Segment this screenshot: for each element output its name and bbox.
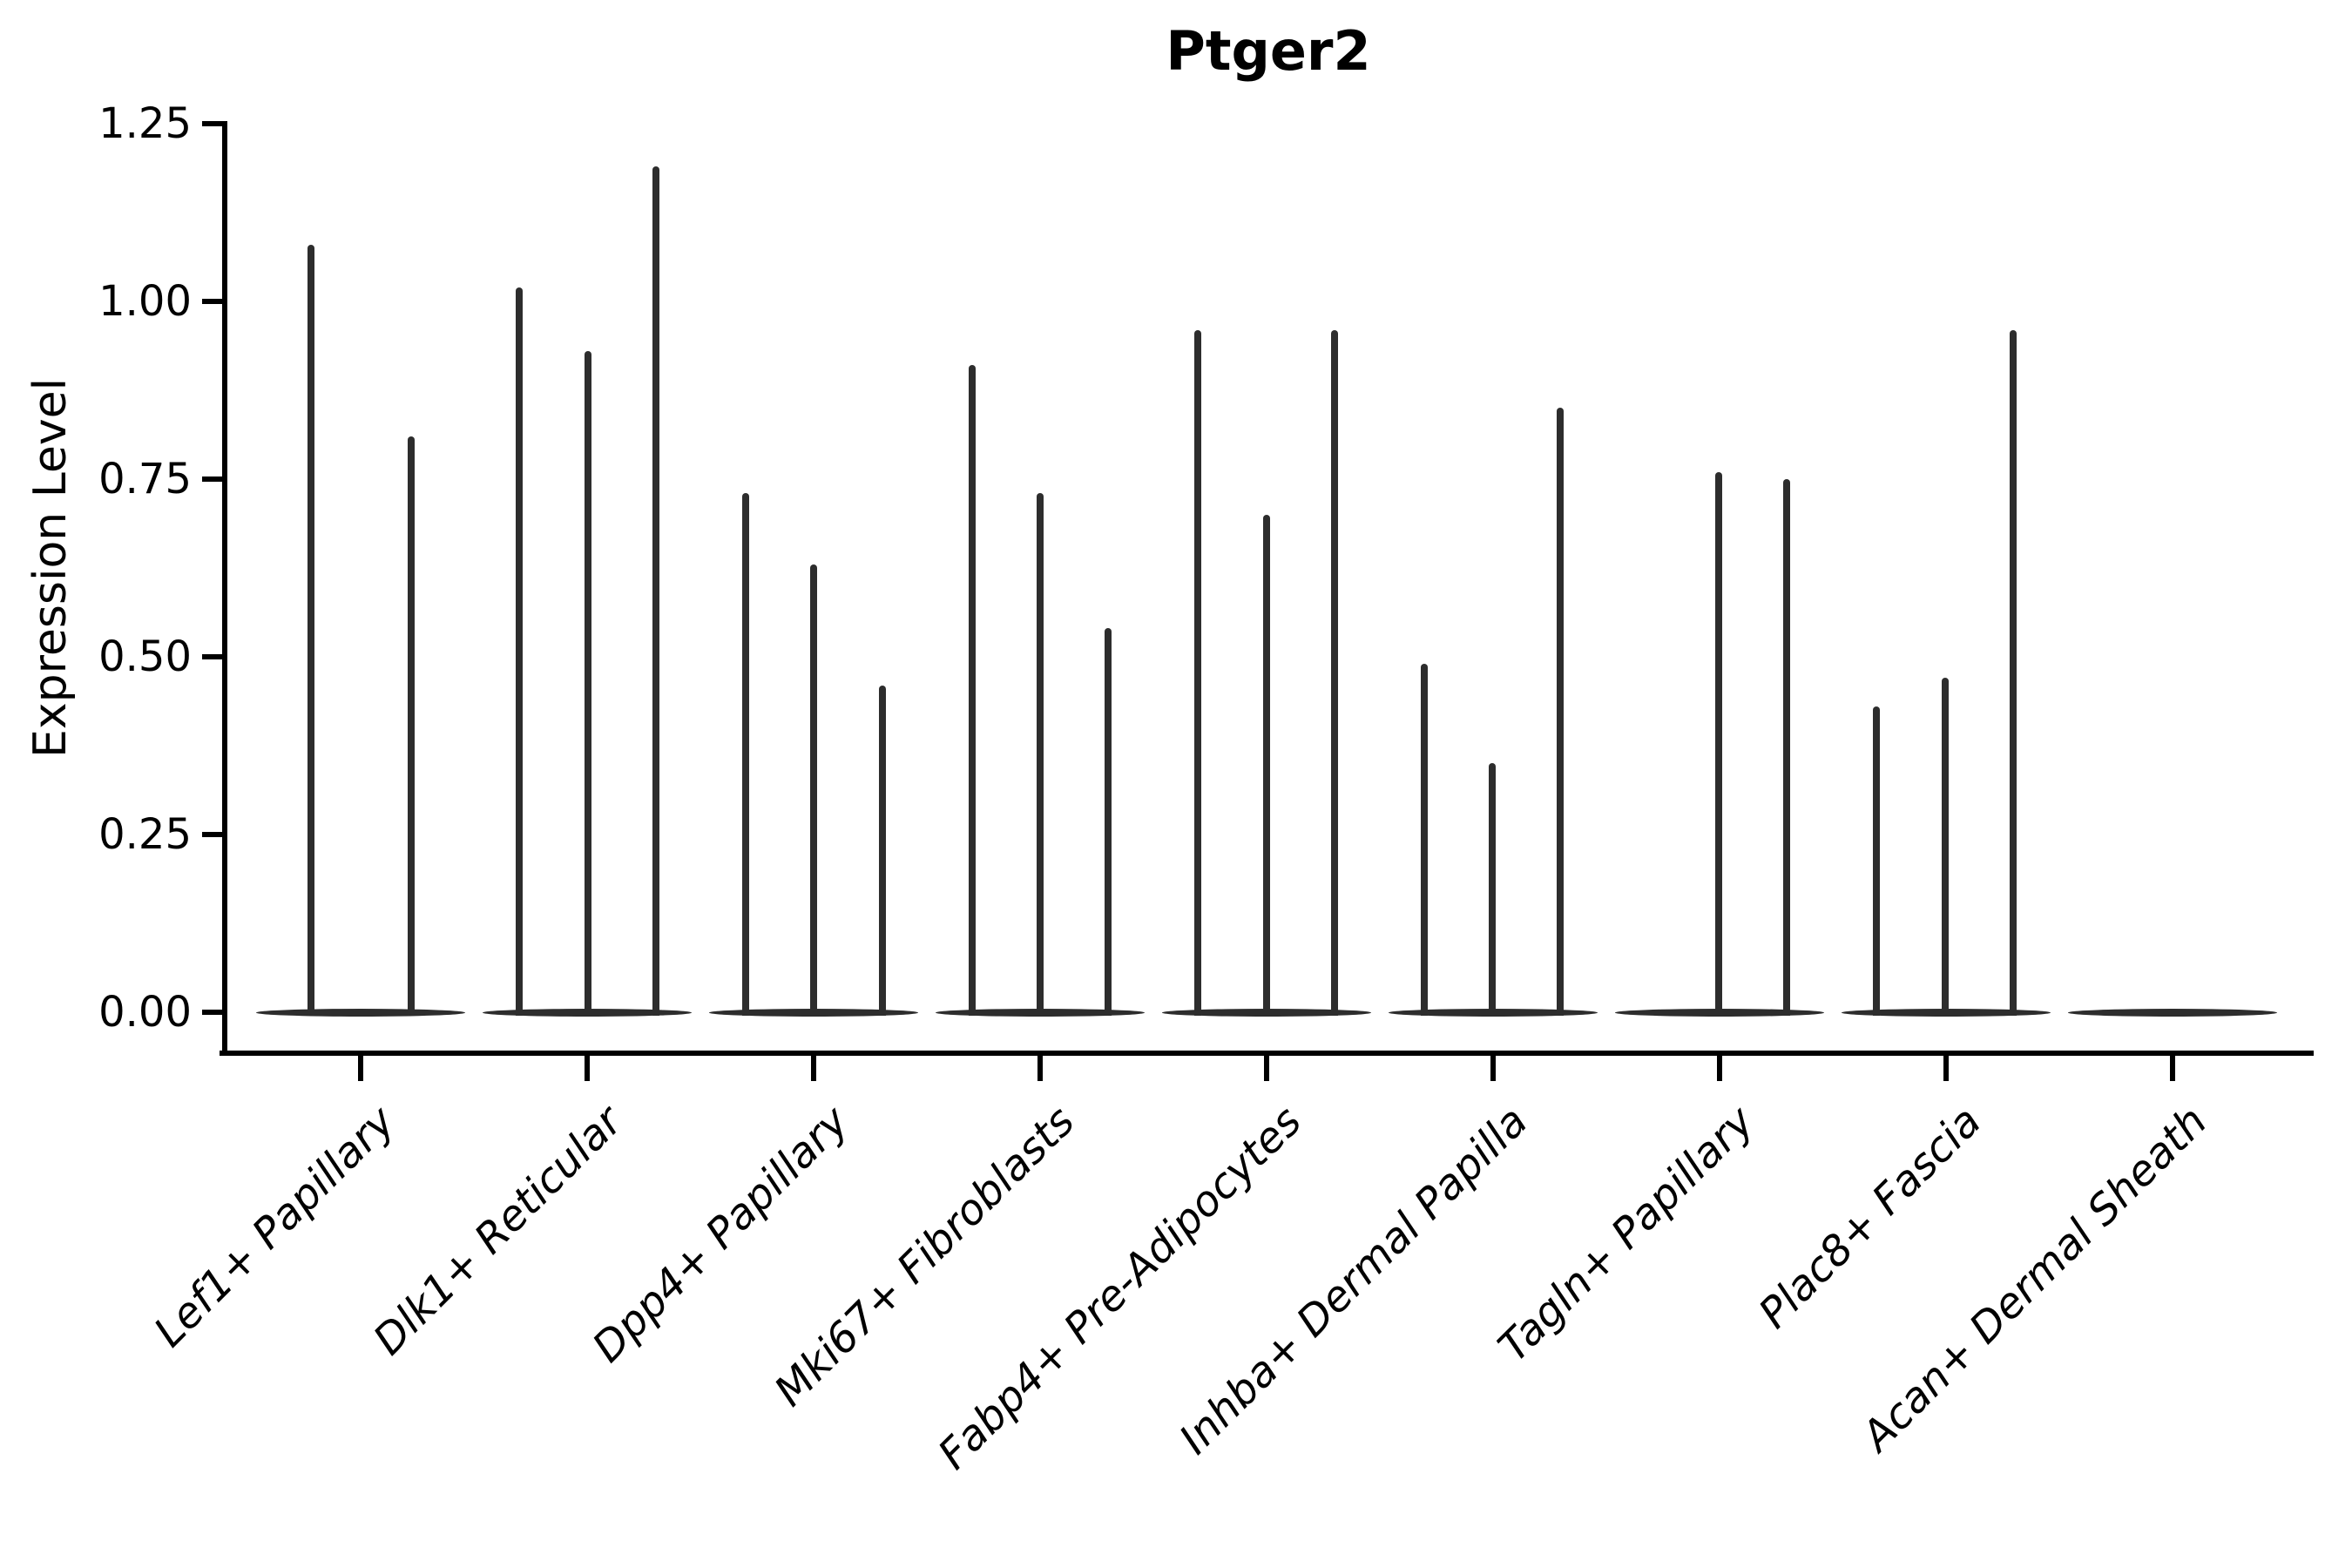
y-axis-spine xyxy=(222,121,227,1056)
violin-spike xyxy=(1331,329,1338,1016)
x-tick-mark xyxy=(1264,1053,1269,1081)
y-tick-label: 0.00 xyxy=(98,988,192,1037)
x-tick-mark xyxy=(1717,1053,1722,1081)
x-tick-label: Plac8+ Fascia xyxy=(1749,1097,1990,1338)
violin-spike xyxy=(1194,329,1201,1016)
violin-spike xyxy=(2010,329,2017,1016)
y-tick-label: 0.75 xyxy=(98,455,192,504)
x-tick-label: Lef1+ Papillary xyxy=(145,1097,405,1357)
y-tick-mark xyxy=(202,121,225,126)
violin-spike xyxy=(1557,408,1564,1016)
y-tick-label: 1.00 xyxy=(98,277,192,326)
violin-spike xyxy=(1715,471,1722,1016)
violin-spike xyxy=(308,244,314,1016)
violin-spike xyxy=(1783,479,1790,1016)
y-tick-label: 1.25 xyxy=(98,99,192,148)
violin-spike xyxy=(652,166,659,1016)
y-tick-mark xyxy=(202,299,225,304)
violin-base xyxy=(2068,1008,2277,1017)
violin-spike xyxy=(585,351,591,1016)
violin-spike xyxy=(1105,628,1112,1016)
violin-spike xyxy=(1942,678,1949,1016)
violin-spike xyxy=(969,365,976,1016)
violin-spike xyxy=(1263,514,1270,1016)
violin-spike xyxy=(408,436,415,1016)
violin-spike xyxy=(879,685,886,1016)
violin-spike xyxy=(1037,493,1044,1016)
y-tick-mark xyxy=(202,654,225,659)
violin-spike xyxy=(1489,763,1496,1016)
x-tick-mark xyxy=(585,1053,590,1081)
x-tick-mark xyxy=(2170,1053,2175,1081)
x-tick-mark xyxy=(1490,1053,1496,1081)
x-tick-label: Tagln+ Papillary xyxy=(1489,1097,1764,1372)
x-tick-label: Dlk1+ Reticular xyxy=(363,1097,632,1365)
x-tick-mark xyxy=(358,1053,363,1081)
violin-spike xyxy=(810,564,817,1016)
violin-spike xyxy=(1873,706,1880,1016)
y-tick-mark xyxy=(202,1010,225,1015)
y-tick-label: 0.50 xyxy=(98,632,192,681)
y-tick-label: 0.25 xyxy=(98,810,192,859)
violin-spike xyxy=(516,287,523,1016)
x-tick-mark xyxy=(1037,1053,1043,1081)
violin-base xyxy=(256,1008,465,1017)
y-tick-mark xyxy=(202,832,225,837)
chart-title: Ptger2 xyxy=(1166,19,1371,83)
y-axis-label: Expression Level xyxy=(24,377,77,759)
x-tick-mark xyxy=(811,1053,816,1081)
x-tick-mark xyxy=(1943,1053,1949,1081)
violin-spike xyxy=(1421,664,1428,1016)
x-tick-label: Fabp4+ Pre-Adipocytes xyxy=(929,1097,1311,1479)
x-tick-label: Dpp4+ Papillary xyxy=(583,1097,858,1372)
y-tick-mark xyxy=(202,476,225,482)
violin-spike xyxy=(742,493,749,1016)
